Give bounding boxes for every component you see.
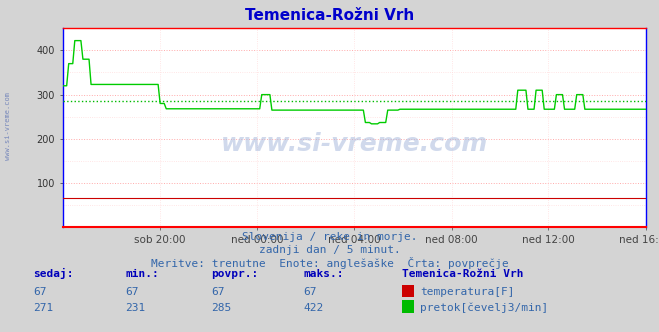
Text: 67: 67 bbox=[211, 288, 224, 297]
Text: Temenica-Rožni Vrh: Temenica-Rožni Vrh bbox=[402, 269, 523, 279]
Text: 285: 285 bbox=[211, 303, 231, 313]
Text: Meritve: trenutne  Enote: anglešaške  Črta: povprečje: Meritve: trenutne Enote: anglešaške Črta… bbox=[151, 257, 508, 269]
Text: 231: 231 bbox=[125, 303, 146, 313]
Text: temperatura[F]: temperatura[F] bbox=[420, 288, 515, 297]
Text: 67: 67 bbox=[303, 288, 316, 297]
Text: 271: 271 bbox=[33, 303, 53, 313]
Text: 422: 422 bbox=[303, 303, 324, 313]
Text: zadnji dan / 5 minut.: zadnji dan / 5 minut. bbox=[258, 245, 401, 255]
Text: www.si-vreme.com: www.si-vreme.com bbox=[221, 132, 488, 156]
Text: Slovenija / reke in morje.: Slovenija / reke in morje. bbox=[242, 232, 417, 242]
Text: 67: 67 bbox=[33, 288, 46, 297]
Text: www.si-vreme.com: www.si-vreme.com bbox=[5, 92, 11, 160]
Text: Temenica-Rožni Vrh: Temenica-Rožni Vrh bbox=[245, 8, 414, 23]
Text: pretok[čevelj3/min]: pretok[čevelj3/min] bbox=[420, 302, 549, 313]
Text: maks.:: maks.: bbox=[303, 269, 343, 279]
Text: sedaj:: sedaj: bbox=[33, 268, 73, 279]
Text: povpr.:: povpr.: bbox=[211, 269, 258, 279]
Text: min.:: min.: bbox=[125, 269, 159, 279]
Text: 67: 67 bbox=[125, 288, 138, 297]
